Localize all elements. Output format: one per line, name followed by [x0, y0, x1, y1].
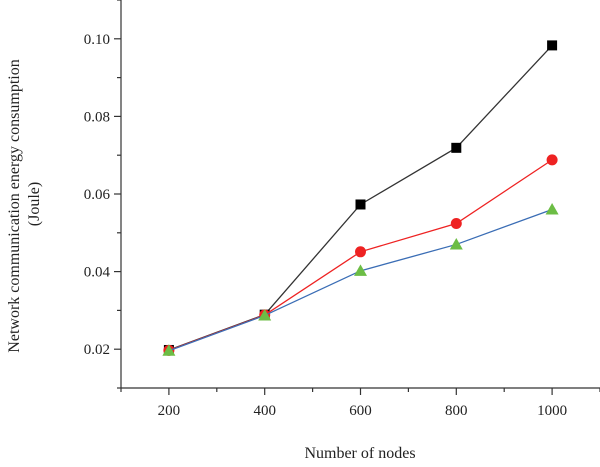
x-tick-label: 400 — [253, 403, 276, 419]
x-tick-label: 1000 — [537, 403, 567, 419]
x-tick-label: 600 — [349, 403, 372, 419]
data-point-circle — [546, 154, 558, 166]
y-axis-title-line-2: (Joule) — [26, 182, 43, 226]
series-layer — [162, 40, 559, 356]
axes: 0.02 0.04 0.06 0.08 0.10 200 400 600 800 1000 — [84, 0, 600, 419]
data-point-triangle — [449, 237, 463, 250]
x-tick-label: 200 — [158, 403, 181, 419]
y-tick-label: 0.02 — [84, 342, 110, 358]
data-point-triangle — [545, 203, 559, 215]
data-point-triangle — [354, 264, 367, 276]
data-point-circle — [450, 217, 462, 229]
data-point-triangle — [258, 308, 272, 321]
y-tick-label: 0.10 — [84, 32, 110, 48]
x-axis-title: Number of nodes — [304, 445, 415, 462]
y-axis-title-line-1: Network communication energy consumption — [6, 59, 23, 352]
data-point-triangle — [162, 344, 176, 356]
series-1 — [163, 40, 558, 355]
y-tick-label: 0.04 — [84, 265, 111, 281]
data-point-square — [355, 199, 366, 210]
data-point-square — [547, 40, 558, 51]
y-tick-label: 0.06 — [84, 187, 111, 203]
y-axis-title: Network communication energy consumption… — [6, 55, 43, 352]
x-tick-label: 800 — [445, 403, 468, 419]
series-line — [168, 208, 553, 352]
data-point-circle — [355, 246, 366, 258]
series-2 — [163, 154, 558, 356]
y-tick-label: 0.08 — [84, 109, 110, 125]
series-3 — [162, 203, 559, 356]
data-point-square — [451, 142, 462, 153]
